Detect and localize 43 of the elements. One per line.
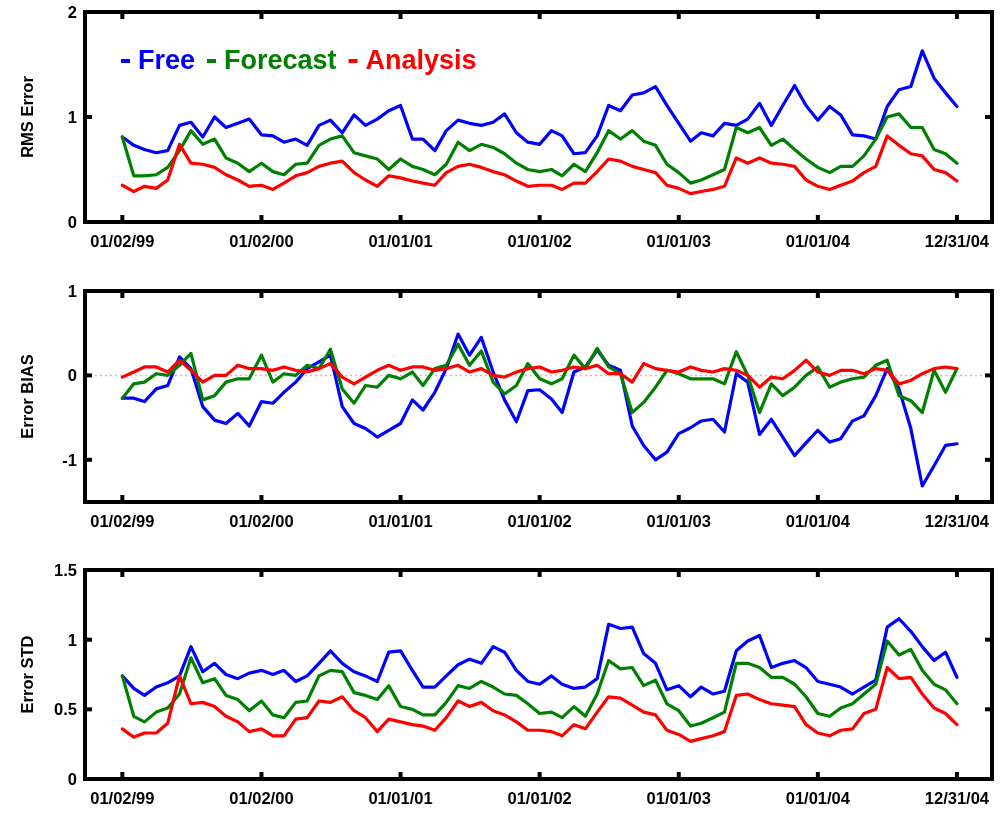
x-tick-label: 01/01/04 (785, 232, 851, 250)
x-tick-label: 01/01/01 (368, 232, 433, 250)
y-tick-label: 1 (67, 630, 77, 649)
legend-label: Analysis (365, 45, 477, 75)
y-tick-label: 0.5 (54, 700, 77, 719)
x-tick-label: 01/01/04 (785, 789, 851, 807)
line-series (120, 342, 959, 415)
line-series (120, 665, 959, 743)
y-tick-label: -1 (62, 450, 77, 469)
x-tick-label: 01/02/00 (229, 512, 294, 530)
y-tick-label: 0 (67, 770, 77, 788)
x-tick-label: 01/01/03 (646, 789, 711, 807)
line-series (120, 112, 959, 185)
x-tick-label: 01/02/00 (229, 789, 294, 807)
x-tick-label: 01/02/99 (90, 512, 155, 530)
x-tick-label: 12/31/04 (924, 789, 990, 807)
x-tick-label: 01/01/01 (368, 512, 433, 530)
y-axis-title: Error BIAS (18, 354, 36, 439)
x-tick-label: 12/31/04 (924, 512, 990, 530)
x-tick-label: 01/01/02 (507, 789, 572, 807)
y-tick-label: 1.5 (54, 561, 77, 579)
x-tick-label: 01/02/00 (229, 232, 294, 250)
x-tick-label: 01/01/04 (785, 512, 851, 530)
x-tick-label: 01/01/01 (368, 789, 433, 807)
line-series (120, 358, 959, 389)
y-tick-label: 0 (67, 366, 77, 385)
legend-label: Free (138, 45, 196, 75)
x-tick-label: 01/02/99 (90, 232, 155, 250)
x-tick-label: 01/01/02 (507, 232, 572, 250)
x-tick-label: 01/01/03 (646, 512, 711, 530)
y-axis-title: Error STD (18, 635, 36, 714)
y-tick-label: 1 (67, 108, 77, 126)
y-tick-label: 2 (67, 3, 77, 21)
line-series (120, 639, 959, 728)
line-series (120, 134, 959, 196)
x-tick-label: 01/01/03 (646, 232, 711, 250)
x-tick-label: 12/31/04 (924, 232, 990, 250)
y-tick-label: 1 (67, 282, 77, 300)
x-tick-label: 01/01/02 (507, 512, 572, 530)
legend-label: Forecast (224, 45, 337, 75)
y-tick-label: 0 (67, 213, 77, 231)
y-axis-title: RMS Error (18, 75, 36, 158)
x-tick-label: 01/02/99 (90, 789, 155, 807)
